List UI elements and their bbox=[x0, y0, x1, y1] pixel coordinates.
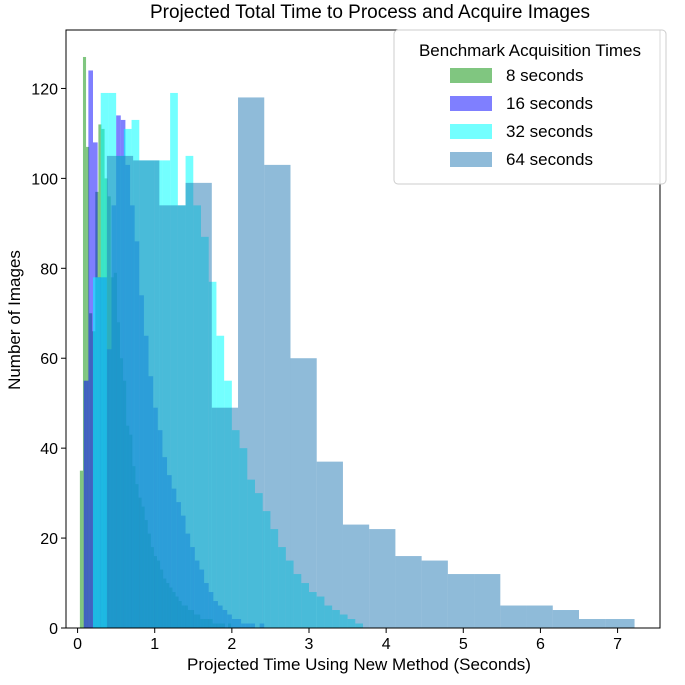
x-tick-label: 1 bbox=[150, 636, 159, 653]
legend-entry-label: 64 seconds bbox=[506, 150, 593, 169]
histogram-bar bbox=[88, 70, 93, 628]
chart-title: Projected Total Time to Process and Acqu… bbox=[150, 2, 590, 23]
histogram-bar bbox=[264, 164, 291, 629]
x-tick-label: 0 bbox=[73, 636, 82, 653]
histogram-bar bbox=[93, 277, 101, 628]
y-tick-label: 100 bbox=[31, 171, 58, 188]
y-tick-label: 120 bbox=[31, 81, 58, 98]
y-axis-ticks: 0 20 40 60 80 100 120 bbox=[31, 81, 66, 638]
histogram-bar bbox=[106, 155, 134, 629]
histogram-bar bbox=[290, 358, 317, 628]
histogram-bar bbox=[421, 560, 448, 628]
legend-swatch bbox=[450, 152, 492, 167]
histogram-bar bbox=[395, 556, 422, 628]
histogram-bar bbox=[316, 461, 343, 628]
y-tick-label: 0 bbox=[49, 621, 58, 638]
legend-swatch bbox=[450, 96, 492, 111]
histogram-bar bbox=[500, 605, 527, 628]
legend-entry-label: 32 seconds bbox=[506, 122, 593, 141]
series-4 bbox=[106, 97, 635, 629]
histogram-bar bbox=[526, 605, 553, 628]
y-tick-label: 80 bbox=[40, 261, 58, 278]
x-tick-label: 5 bbox=[459, 636, 468, 653]
histogram-bar bbox=[83, 380, 89, 628]
legend-swatch bbox=[450, 124, 492, 139]
y-tick-label: 40 bbox=[40, 441, 58, 458]
histogram-bar bbox=[133, 160, 160, 628]
legend-swatch bbox=[450, 68, 492, 83]
y-axis-label: Number of Images bbox=[5, 250, 24, 390]
x-axis-ticks: 0 1 2 3 4 5 6 7 bbox=[73, 628, 622, 653]
plot-area-frame bbox=[65, 29, 661, 629]
x-tick-label: 6 bbox=[536, 636, 545, 653]
legend-items: 8 seconds 16 seconds 32 seconds 64 seconds bbox=[450, 66, 593, 169]
histogram-bars bbox=[79, 56, 635, 629]
legend-entry-label: 16 seconds bbox=[506, 94, 593, 113]
x-tick-label: 2 bbox=[227, 636, 236, 653]
histogram-bar bbox=[82, 56, 87, 629]
x-tick-label: 4 bbox=[382, 636, 391, 653]
histogram-bar bbox=[369, 529, 396, 628]
legend-title: Benchmark Acquisition Times bbox=[419, 41, 641, 60]
histogram-bar bbox=[605, 619, 635, 628]
histogram-bar bbox=[342, 524, 370, 628]
x-tick-label: 3 bbox=[305, 636, 314, 653]
histogram-bar bbox=[159, 205, 186, 628]
x-tick-label: 7 bbox=[613, 636, 622, 653]
y-tick-label: 60 bbox=[40, 351, 58, 368]
x-axis-label: Projected Time Using New Method (Seconds… bbox=[187, 655, 531, 674]
histogram-bar bbox=[185, 182, 212, 628]
histogram-bar bbox=[211, 407, 239, 628]
histogram-bar bbox=[552, 610, 579, 628]
histogram-bar bbox=[474, 574, 501, 628]
legend-entry-label: 8 seconds bbox=[506, 66, 584, 85]
histogram-bar bbox=[238, 97, 265, 629]
y-tick-label: 20 bbox=[40, 531, 58, 548]
histogram-bar bbox=[100, 92, 109, 628]
histogram-bar bbox=[79, 470, 83, 628]
histogram-bar bbox=[579, 619, 606, 628]
histogram-bar bbox=[447, 574, 475, 628]
legend: Benchmark Acquisition Times 8 seconds 16 … bbox=[393, 29, 667, 185]
